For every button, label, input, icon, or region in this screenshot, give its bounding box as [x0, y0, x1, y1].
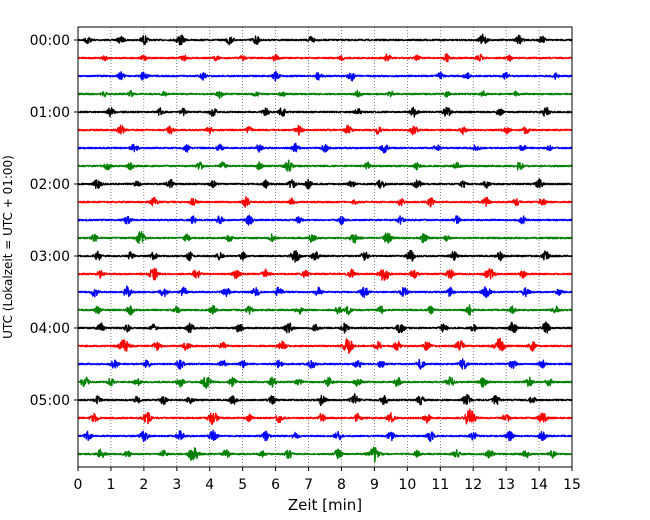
seismic-trace — [77, 337, 573, 354]
seismic-trace — [77, 231, 573, 244]
x-tick-label: 7 — [304, 477, 313, 493]
seismic-trace — [77, 89, 573, 99]
y-tick-label: 03:00 — [30, 249, 70, 265]
x-tick-label: 1 — [106, 477, 115, 493]
x-tick-label: 13 — [497, 477, 515, 493]
seismic-trace — [77, 53, 573, 63]
seismic-trace — [77, 70, 573, 82]
x-tick-label: 9 — [370, 477, 379, 493]
x-tick-label: 10 — [398, 477, 416, 493]
seismic-trace — [77, 358, 573, 370]
seismic-trace — [77, 429, 573, 443]
seismic-trace — [77, 267, 573, 281]
x-tick-label: 3 — [172, 477, 181, 493]
x-tick-label: 11 — [431, 477, 449, 493]
seismic-trace — [77, 159, 573, 172]
seismic-trace — [77, 408, 573, 426]
seismic-trace — [77, 142, 573, 154]
y-tick-label: 05:00 — [30, 393, 70, 409]
x-tick-label: 14 — [530, 477, 548, 493]
y-tick-label: 02:00 — [30, 177, 70, 193]
vertical-grid — [110, 27, 540, 467]
seismic-trace — [77, 196, 573, 208]
y-tick-label: 04:00 — [30, 321, 70, 337]
seismic-trace — [77, 285, 573, 299]
x-axis-label: Zeit [min] — [288, 496, 362, 514]
x-tick-label: 15 — [563, 477, 581, 493]
seismic-trace — [77, 249, 573, 263]
seismic-trace — [77, 321, 573, 334]
x-tick-label: 6 — [271, 477, 280, 493]
seismic-trace — [77, 106, 573, 118]
x-tick-label: 0 — [74, 477, 83, 493]
y-axis: 00:00 01:00 02:00 03:00 04:00 05:00 — [30, 33, 78, 409]
x-tick-label: 8 — [337, 477, 346, 493]
seismic-trace — [77, 446, 573, 463]
seismic-trace — [77, 124, 573, 136]
seismic-trace — [77, 214, 573, 226]
y-tick-label: 00:00 — [30, 33, 70, 49]
seismic-trace — [77, 178, 573, 190]
x-tick-label: 12 — [464, 477, 482, 493]
x-tick-label: 2 — [139, 477, 148, 493]
x-tick-label: 5 — [238, 477, 247, 493]
seismic-trace — [77, 33, 573, 46]
x-tick-label: 4 — [205, 477, 214, 493]
seismic-trace — [77, 393, 573, 407]
seismic-traces — [77, 33, 573, 463]
y-axis-label: UTC (Lokalzeit = UTC + 01:00) — [1, 155, 15, 339]
x-axis: 0 1 2 3 4 5 6 7 8 9 10 11 12 13 14 15 — [74, 467, 581, 493]
seismic-trace — [77, 304, 573, 316]
y-tick-label: 01:00 — [30, 105, 70, 121]
seismic-trace — [77, 376, 573, 389]
plot-frame — [77, 26, 573, 468]
